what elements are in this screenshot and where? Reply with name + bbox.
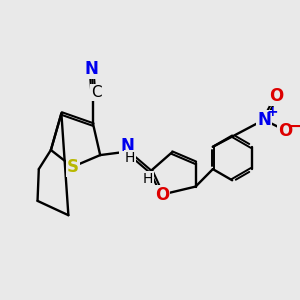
Text: H: H (125, 151, 135, 165)
Text: N: N (257, 111, 271, 129)
Text: N: N (120, 137, 134, 155)
Text: S: S (67, 158, 79, 176)
Text: H: H (143, 172, 153, 186)
Text: C: C (91, 85, 102, 100)
Text: −: − (287, 118, 300, 136)
Text: O: O (278, 122, 292, 140)
Text: N: N (85, 60, 98, 78)
Text: +: + (266, 105, 278, 119)
Text: O: O (270, 87, 284, 105)
Text: O: O (155, 185, 169, 203)
